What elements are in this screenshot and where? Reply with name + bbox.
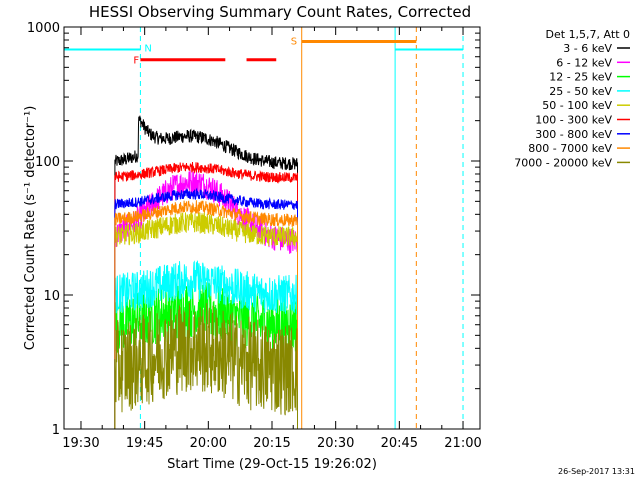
- series-line: [114, 260, 298, 429]
- y-axis: 1 10 100 1000: [27, 21, 480, 438]
- y-tick-label: 1000: [27, 21, 60, 36]
- legend-entry-label: 6 - 12 keV: [556, 56, 612, 69]
- flare-flag-label: F: [133, 56, 139, 67]
- x-axis: 19:30 19:45 20:00 20:15 20:30 20:45 21:00: [62, 27, 482, 451]
- legend-entry-label: 50 - 100 keV: [542, 99, 612, 112]
- y-axis-label: Corrected Count Rate (s⁻¹ detector⁻¹): [23, 106, 38, 351]
- legend-entry-label: 25 - 50 keV: [549, 85, 612, 98]
- night-flag-label: N: [144, 43, 151, 54]
- x-tick-label: 21:00: [444, 436, 481, 451]
- legend-title: Det 1,5,7, Att 0: [546, 28, 630, 41]
- series-line: [114, 187, 298, 429]
- x-tick-label: 20:45: [381, 436, 418, 451]
- footer-timestamp: 26-Sep-2017 13:31: [558, 467, 635, 476]
- saa-flag-label: S: [291, 36, 297, 47]
- observing-flags: NF S: [64, 36, 464, 67]
- legend-entry-label: 3 - 6 keV: [563, 42, 612, 55]
- series-line: [114, 115, 298, 429]
- chart-title: HESSI Observing Summary Count Rates, Cor…: [89, 3, 471, 21]
- x-tick-label: 20:30: [317, 436, 354, 451]
- x-tick-label: 20:00: [190, 436, 227, 451]
- series-line: [114, 302, 298, 429]
- x-tick-label: 20:15: [253, 436, 290, 451]
- x-axis-label: Start Time (29-Oct-15 19:26:02): [167, 457, 377, 472]
- legend-entry-label: 800 - 7000 keV: [528, 142, 612, 155]
- legend-entry-label: 100 - 300 keV: [535, 114, 612, 127]
- legend-entry-label: 12 - 25 keV: [549, 71, 612, 84]
- series-line: [114, 161, 298, 429]
- series-lines: [114, 115, 298, 429]
- legend-entry-label: 300 - 800 keV: [535, 128, 612, 141]
- x-tick-label: 19:30: [62, 436, 99, 451]
- legend-entry-label: 7000 - 20000 keV: [514, 156, 612, 169]
- series-line: [114, 200, 298, 429]
- y-tick-label: 100: [35, 155, 60, 170]
- x-tick-label: 19:45: [126, 436, 163, 451]
- y-tick-label: 10: [43, 289, 60, 304]
- y-tick-label: 1: [52, 423, 60, 438]
- series-line: [114, 211, 298, 429]
- series-line: [114, 281, 298, 429]
